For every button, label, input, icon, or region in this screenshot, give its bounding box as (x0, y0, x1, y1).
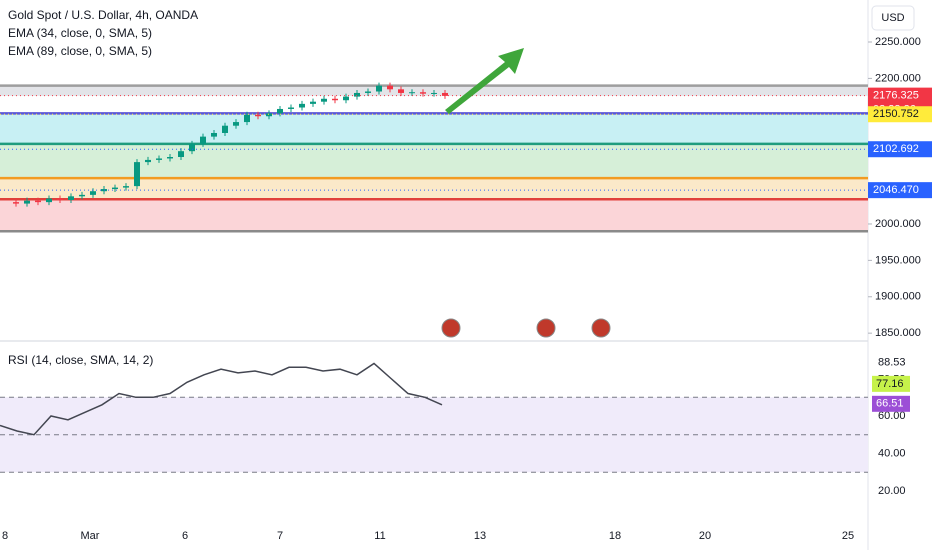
x-tick-label: 8 (2, 530, 8, 542)
candle (68, 196, 74, 200)
zone (0, 143, 868, 179)
candle (354, 92, 360, 97)
rsi-tick-label: 88.53 (878, 356, 906, 368)
candle (145, 159, 151, 163)
candle (365, 91, 371, 93)
flag-icon (441, 318, 461, 338)
candle (189, 143, 195, 152)
candle (277, 108, 283, 114)
candle (35, 200, 41, 203)
candle (24, 200, 30, 204)
rsi-tick-label: 60.00 (878, 410, 906, 422)
candle (431, 92, 437, 94)
candle (79, 194, 85, 197)
rsi-tag-label: 66.51 (876, 398, 904, 410)
x-tick-label: 11 (374, 530, 385, 542)
title: Gold Spot / U.S. Dollar, 4h, OANDA (8, 8, 198, 22)
candle (112, 187, 118, 190)
candle (46, 198, 52, 203)
x-tick-label: 20 (699, 530, 711, 542)
candle (398, 89, 404, 93)
x-tick-label: 18 (609, 530, 621, 542)
y-tick-label: 2000.000 (875, 218, 921, 230)
x-tick-label: 25 (842, 530, 854, 542)
currency-button[interactable] (871, 5, 915, 31)
price-tag (868, 141, 932, 158)
candle (332, 98, 338, 101)
x-tick-label: Mar (81, 530, 100, 542)
candle (310, 101, 316, 104)
candle (167, 157, 173, 159)
candle (244, 114, 250, 123)
zone (0, 113, 868, 144)
candle (442, 92, 448, 96)
candle (156, 158, 162, 160)
candle (90, 191, 96, 195)
candle (178, 151, 184, 158)
candle (211, 132, 217, 137)
rsi-label: RSI (14, close, SMA, 14, 2) (8, 353, 153, 367)
flag-icon (536, 318, 556, 338)
arrow (445, 48, 524, 114)
event-icons (441, 318, 611, 338)
rsi-tag (872, 375, 910, 392)
zone (0, 178, 868, 200)
y-tick-label: 1950.000 (875, 254, 921, 266)
x-tick-label: 7 (277, 530, 283, 542)
indicator: EMA (34, close, 0, SMA, 5) (8, 26, 152, 40)
price-tag-label: 2046.470 (873, 184, 919, 196)
price-tag (868, 182, 932, 199)
candle (222, 125, 228, 133)
candle (200, 136, 206, 144)
candle (409, 92, 415, 94)
candle (266, 113, 272, 117)
price-tag (868, 106, 932, 123)
candle (343, 96, 349, 101)
candle (420, 92, 426, 94)
candle (134, 162, 140, 187)
candle (299, 103, 305, 108)
price-tag-label: 2102.692 (873, 143, 919, 155)
candle (123, 186, 129, 188)
y-tick-label: 1900.000 (875, 291, 921, 303)
y-tick-label: 1850.000 (875, 327, 921, 339)
candle (233, 122, 239, 126)
candle (376, 85, 382, 92)
candle (321, 98, 327, 102)
indicator: EMA (89, close, 0, SMA, 5) (8, 44, 152, 58)
rsi-tag (872, 395, 910, 412)
x-tick-label: 6 (182, 530, 188, 542)
rsi-tick-label: 20.00 (878, 485, 906, 497)
y-tick-label: 2200.000 (875, 72, 921, 84)
rsi-tag-label: 77.16 (876, 378, 904, 390)
currency[interactable]: USD (881, 12, 904, 24)
price-tag-label: 2176.325 (873, 90, 919, 102)
candle (288, 107, 294, 109)
flag-icon (591, 318, 611, 338)
rsi-line (0, 362, 443, 436)
candle (255, 114, 261, 117)
zone (0, 199, 868, 232)
candle (13, 202, 19, 204)
plot: 1850.000 1900.000 1950.000 2000.000 2200.000… (0, 36, 932, 542)
x-tick-label: 13 (474, 530, 486, 542)
candle (387, 85, 393, 90)
y-tick-label: 2250.000 (875, 36, 921, 48)
rsi-tick-label: 40.00 (878, 447, 906, 459)
candle (57, 198, 63, 200)
price-tag-label: 2150.752 (873, 108, 919, 120)
